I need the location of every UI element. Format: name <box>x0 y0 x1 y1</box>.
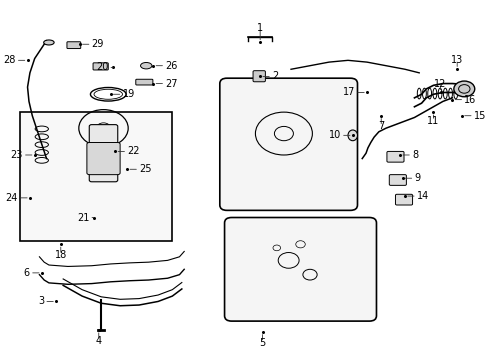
FancyBboxPatch shape <box>93 63 108 70</box>
Ellipse shape <box>43 40 54 45</box>
Text: 1: 1 <box>257 23 263 33</box>
Text: 19: 19 <box>122 89 135 99</box>
Text: 11: 11 <box>427 116 439 126</box>
FancyBboxPatch shape <box>224 217 376 321</box>
Text: 9: 9 <box>414 173 420 183</box>
Text: 27: 27 <box>165 78 177 89</box>
Text: 23: 23 <box>10 150 23 160</box>
Text: 2: 2 <box>271 71 278 81</box>
FancyBboxPatch shape <box>386 152 403 162</box>
Text: 3: 3 <box>38 296 44 306</box>
Text: 16: 16 <box>463 95 476 105</box>
Text: 18: 18 <box>55 250 67 260</box>
FancyBboxPatch shape <box>87 143 120 175</box>
Text: 7: 7 <box>377 121 384 131</box>
Text: 6: 6 <box>24 268 30 278</box>
FancyBboxPatch shape <box>252 71 265 82</box>
Text: 21: 21 <box>77 212 89 222</box>
Text: 25: 25 <box>139 164 151 174</box>
Text: 17: 17 <box>342 87 354 98</box>
FancyBboxPatch shape <box>136 79 153 85</box>
Ellipse shape <box>347 130 357 141</box>
Circle shape <box>453 81 474 97</box>
Text: 14: 14 <box>416 191 428 201</box>
FancyBboxPatch shape <box>388 175 406 185</box>
Text: 20: 20 <box>96 63 108 72</box>
FancyBboxPatch shape <box>20 112 172 241</box>
FancyBboxPatch shape <box>67 42 81 49</box>
FancyBboxPatch shape <box>220 78 357 210</box>
FancyBboxPatch shape <box>395 194 412 205</box>
Text: 29: 29 <box>91 39 104 49</box>
Text: 28: 28 <box>3 55 16 65</box>
Text: 12: 12 <box>433 78 446 89</box>
Text: 26: 26 <box>165 61 177 71</box>
Text: 15: 15 <box>473 111 485 121</box>
Text: 22: 22 <box>127 147 140 157</box>
Ellipse shape <box>140 63 152 69</box>
Text: 10: 10 <box>328 130 340 140</box>
Text: 4: 4 <box>96 336 102 346</box>
FancyBboxPatch shape <box>89 125 118 182</box>
Text: 13: 13 <box>450 55 462 65</box>
Text: 24: 24 <box>6 193 18 203</box>
Text: 8: 8 <box>411 150 417 160</box>
Text: 5: 5 <box>259 338 265 347</box>
